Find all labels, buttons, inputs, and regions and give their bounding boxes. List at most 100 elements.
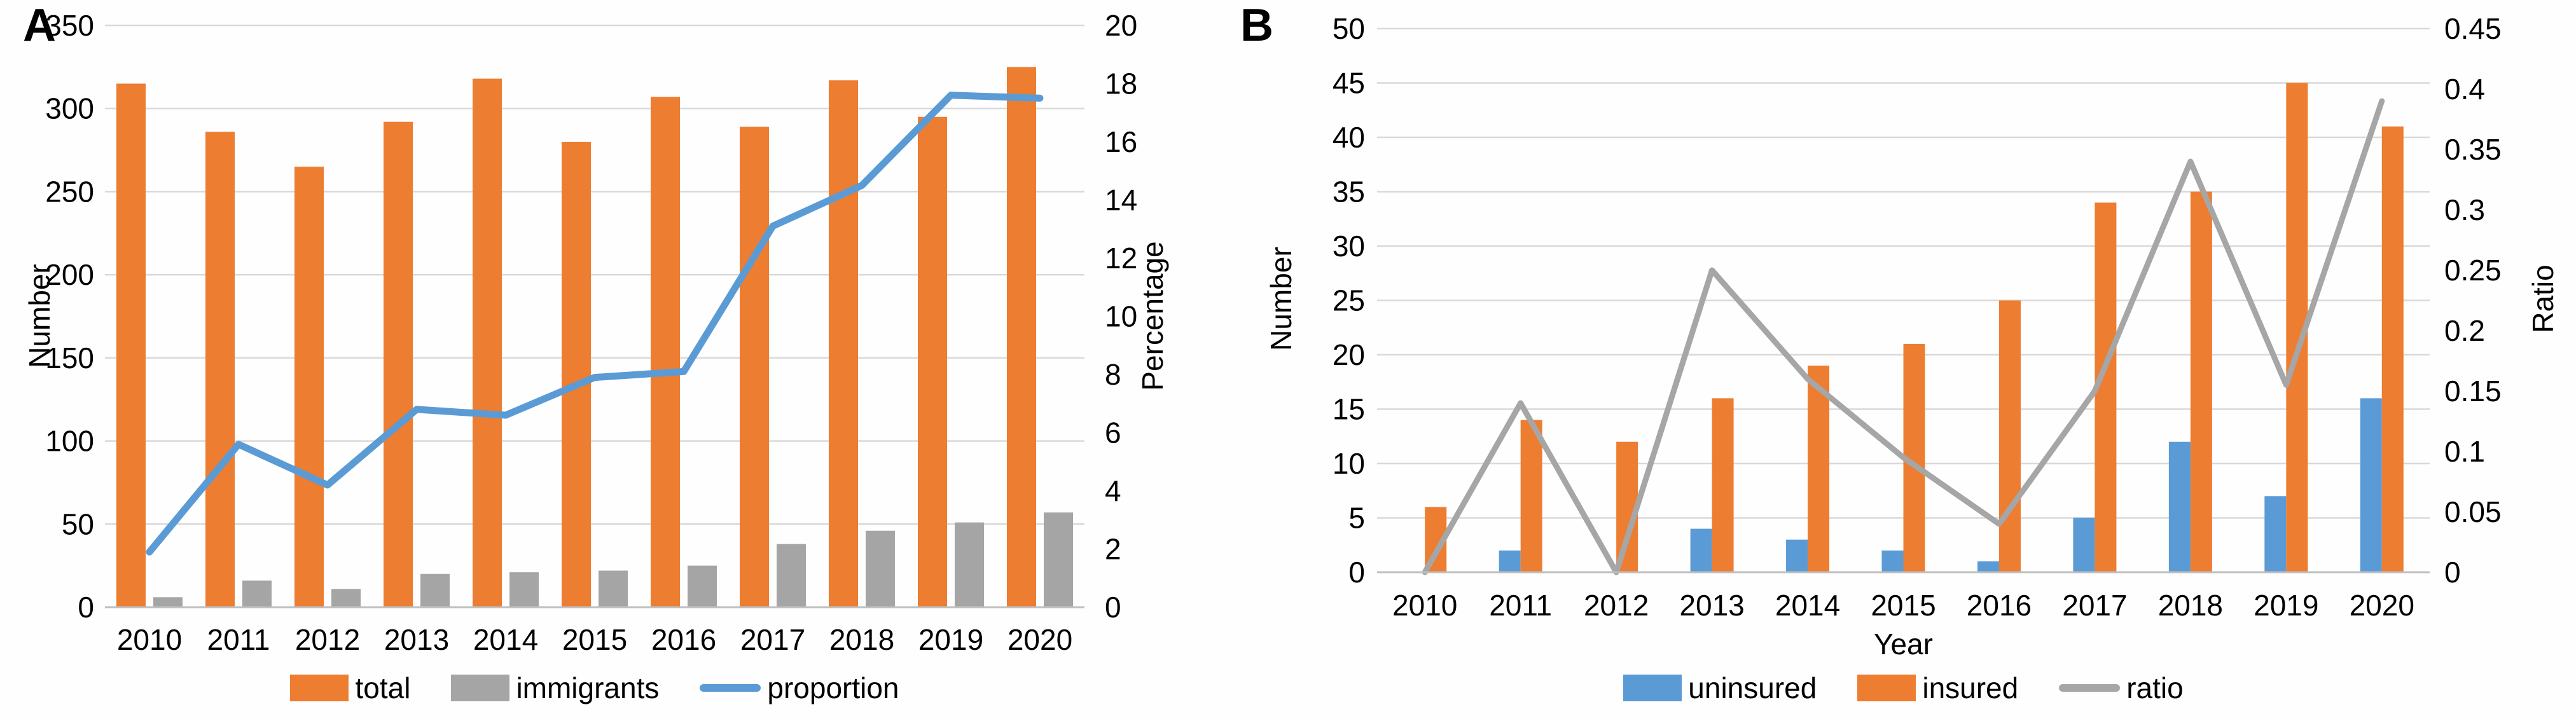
panel-a-x-label-2020: 2020 xyxy=(1008,623,1072,656)
panel-b-x-label-2010: 2010 xyxy=(1392,589,1457,622)
legend-label-ratio: ratio xyxy=(2126,671,2184,704)
panel-a-bar-immigrants-2012 xyxy=(331,589,361,607)
panel-a-right-tick-14: 14 xyxy=(1105,184,1137,217)
panel-b-left-tick-20: 20 xyxy=(1333,338,1365,371)
panel-b-bar-uninsured-2016 xyxy=(1977,561,1999,572)
panel-a-legend: total immigrants proportion xyxy=(105,668,1084,708)
panel-a-bar-total-2015 xyxy=(562,142,591,607)
panel-a-bar-immigrants-2020 xyxy=(1044,512,1073,607)
panel-b-right-tick-0.35: 0.35 xyxy=(2444,133,2502,166)
panel-b-bar-uninsured-2020 xyxy=(2360,398,2382,572)
panel-a-bar-total-2010 xyxy=(116,83,146,607)
panel-b-bar-insured-2018 xyxy=(2190,191,2212,572)
panel-b-right-tick-0.4: 0.4 xyxy=(2444,72,2485,106)
panel-b-left-tick-30: 30 xyxy=(1333,230,1365,263)
panel-b-left-tick-10: 10 xyxy=(1333,447,1365,480)
panel-b-bar-insured-2014 xyxy=(1808,366,1830,572)
panel-a-right-tick-12: 12 xyxy=(1105,242,1137,275)
panel-b-bar-uninsured-2014 xyxy=(1786,539,1808,572)
panel-a-left-tick-350: 350 xyxy=(45,9,94,42)
panel-b-left-tick-35: 35 xyxy=(1333,175,1365,209)
panel-b-right-axis-title: Ratio xyxy=(2526,264,2559,333)
panel-b-right-tick-0: 0 xyxy=(2444,556,2461,589)
panel-a-bar-immigrants-2013 xyxy=(420,573,450,607)
panel-a-bar-total-2019 xyxy=(918,116,947,608)
panel-a-right-tick-6: 6 xyxy=(1105,416,1121,450)
panel-b-left-tick-50: 50 xyxy=(1333,12,1365,45)
panel-b-bar-uninsured-2011 xyxy=(1499,550,1521,572)
panel-b-right-tick-0.3: 0.3 xyxy=(2444,193,2485,226)
panel-b-x-label-2013: 2013 xyxy=(1679,589,1744,622)
panel-b-legend: uninsured insured ratio xyxy=(1377,668,2430,708)
panel-a-left-tick-250: 250 xyxy=(45,175,94,208)
panel-a-bar-immigrants-2017 xyxy=(777,544,806,607)
panel-a-x-label-2011: 2011 xyxy=(207,623,270,656)
panel-a-bar-immigrants-2015 xyxy=(599,570,628,607)
panel-b-left-tick-5: 5 xyxy=(1348,502,1365,535)
panel-b-x-label-2012: 2012 xyxy=(1584,589,1649,622)
panel-a-x-label-2010: 2010 xyxy=(117,623,182,656)
panel-a-bar-total-2018 xyxy=(829,80,858,608)
panel-a-left-tick-100: 100 xyxy=(45,425,94,458)
panel-a-bar-total-2012 xyxy=(294,167,324,607)
panel-b-left-axis-title: Number xyxy=(1264,247,1298,351)
panel-b-left-tick-40: 40 xyxy=(1333,121,1365,154)
panel-a-bar-immigrants-2016 xyxy=(688,565,717,607)
panel-a-right-axis-title: Percentage xyxy=(1136,241,1169,390)
panel-a-x-label-2017: 2017 xyxy=(740,623,805,656)
legend-item-total: total xyxy=(290,673,410,703)
panel-b-x-label-2016: 2016 xyxy=(1967,589,2032,622)
panel-a-x-label-2015: 2015 xyxy=(562,623,627,656)
panel-a-right-tick-8: 8 xyxy=(1105,358,1121,391)
panel-a-bar-immigrants-2011 xyxy=(242,580,272,607)
panel-b-bar-uninsured-2019 xyxy=(2264,496,2287,572)
panel-a-line-proportion xyxy=(146,92,1044,556)
panel-a-bar-total-2013 xyxy=(384,121,413,608)
legend-label-proportion: proportion xyxy=(767,671,899,704)
panel-a-bar-total-2011 xyxy=(205,132,235,608)
panel-b-right-tick-0.05: 0.05 xyxy=(2444,495,2502,528)
panel-a-bar-total-2014 xyxy=(473,78,502,607)
panel-a-right-tick-4: 4 xyxy=(1105,474,1121,507)
legend-item-uninsured: uninsured xyxy=(1623,673,1817,703)
panel-a-label: A xyxy=(23,0,56,51)
panel-b-bar-insured-2020 xyxy=(2381,126,2404,572)
panel-a-x-label-2012: 2012 xyxy=(295,623,360,656)
panel-b-right-tick-0.2: 0.2 xyxy=(2444,314,2485,347)
panel-a-bar-total-2016 xyxy=(651,97,680,607)
panel-b-left-tick-0: 0 xyxy=(1348,556,1365,589)
panel-b-right-tick-0.1: 0.1 xyxy=(2444,435,2485,468)
panel-b-bar-uninsured-2017 xyxy=(2073,518,2095,572)
panel-a-bar-total-2017 xyxy=(740,127,769,607)
legend-label-total: total xyxy=(355,671,411,704)
panel-b-left-tick-25: 25 xyxy=(1333,284,1365,317)
legend-label-uninsured: uninsured xyxy=(1688,671,1817,704)
panel-b-x-label-2020: 2020 xyxy=(2350,589,2414,622)
legend-label-insured: insured xyxy=(1922,671,2019,704)
panel-a-left-tick-0: 0 xyxy=(78,591,94,624)
panel-a-bar-immigrants-2014 xyxy=(509,572,539,607)
panel-a-right-tick-0: 0 xyxy=(1105,591,1121,624)
panel-b-label: B xyxy=(1240,0,1273,51)
panel-b-left-tick-15: 15 xyxy=(1333,393,1365,426)
insured-swatch-icon xyxy=(1857,675,1916,701)
panel-b-x-label-2019: 2019 xyxy=(2254,589,2318,622)
panel-b-left-tick-45: 45 xyxy=(1333,67,1365,100)
panel-b-x-label-2018: 2018 xyxy=(2158,589,2223,622)
panel-a-right-tick-10: 10 xyxy=(1105,300,1137,333)
panel-b-right-tick-0.45: 0.45 xyxy=(2444,12,2502,45)
panel-b-bar-insured-2013 xyxy=(1712,398,1734,572)
panel-b-right-tick-0.25: 0.25 xyxy=(2444,254,2502,287)
panel-b-bar-uninsured-2013 xyxy=(1690,528,1712,572)
panel-b-line-ratio xyxy=(1422,98,2385,575)
panel-a-left-tick-150: 150 xyxy=(45,341,94,374)
panel-b-x-label-2014: 2014 xyxy=(1775,589,1840,622)
panel-a-bar-immigrants-2019 xyxy=(955,522,984,607)
panel-a-left-tick-300: 300 xyxy=(45,92,94,125)
panel-a-bar-immigrants-2010 xyxy=(153,597,183,607)
panel-b-bar-uninsured-2018 xyxy=(2168,441,2191,572)
uninsured-swatch-icon xyxy=(1623,675,1682,701)
legend-label-immigrants: immigrants xyxy=(516,671,660,704)
legend-item-immigrants: immigrants xyxy=(451,673,659,703)
